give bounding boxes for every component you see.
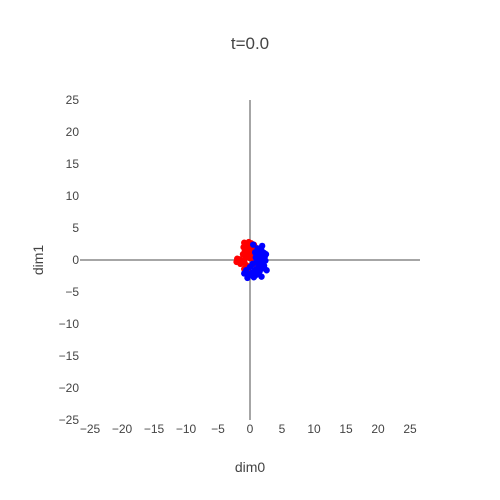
x-tick-label: −5	[211, 422, 225, 436]
y-tick-label: −20	[59, 381, 80, 395]
y-tick-label: −10	[59, 317, 80, 331]
y-tick-label: 15	[66, 157, 80, 171]
tick-labels: −25 −20 −15 −10 −5 0 5 10 15 20 25 −25 −20 −15 −10 −5 0 5…	[59, 93, 417, 436]
x-tick-label: 0	[247, 422, 254, 436]
y-tick-label: −25	[59, 413, 80, 427]
data-point	[263, 267, 270, 274]
x-tick-label: −20	[112, 422, 133, 436]
chart-title: t=0.0	[230, 34, 270, 53]
data-point	[244, 274, 251, 282]
y-tick-label: 10	[66, 189, 80, 203]
data-point	[250, 274, 258, 281]
x-axis-label: dim0	[234, 459, 266, 475]
y-tick-label: 20	[66, 125, 80, 139]
x-tick-label: −15	[144, 422, 165, 436]
y-tick-label: 25	[66, 93, 80, 107]
x-tick-label: −10	[176, 422, 197, 436]
data-point	[258, 273, 265, 280]
x-tick-label: −25	[80, 422, 101, 436]
x-tick-label: 5	[279, 422, 286, 436]
x-tick-label: 20	[371, 422, 385, 436]
x-tick-label: 15	[339, 422, 353, 436]
y-tick-label: −5	[65, 285, 79, 299]
data-point	[258, 242, 266, 250]
x-tick-label: 25	[403, 422, 417, 436]
y-tick-label: −15	[59, 349, 80, 363]
y-tick-label: 5	[72, 221, 79, 235]
data-point	[250, 241, 257, 248]
y-tick-label: 0	[72, 253, 79, 267]
x-tick-label: 10	[307, 422, 321, 436]
data-point	[262, 251, 270, 258]
y-axis-label: dim1	[30, 244, 46, 276]
data-points	[233, 238, 270, 282]
